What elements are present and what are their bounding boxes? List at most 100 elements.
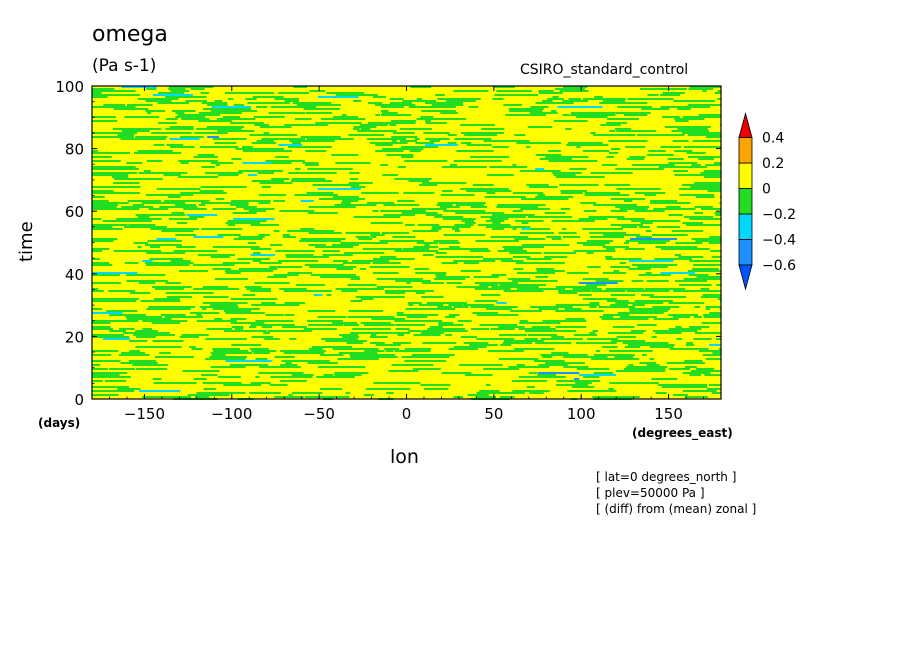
field-cell — [249, 326, 257, 328]
field-cell — [181, 334, 209, 336]
field-cell — [413, 246, 439, 248]
field-cell — [284, 314, 295, 316]
field-cell — [250, 254, 275, 256]
field-cell — [526, 184, 549, 186]
field-cell — [526, 386, 535, 388]
field-cell — [296, 284, 325, 286]
field-cell — [483, 368, 520, 370]
field-cell — [350, 186, 366, 188]
field-cell — [449, 164, 457, 166]
field-cell — [516, 288, 566, 290]
field-cell — [601, 318, 649, 320]
field-cell — [92, 94, 140, 96]
field-cell — [253, 352, 270, 354]
field-cell — [440, 112, 458, 114]
field-cell — [313, 294, 323, 296]
field-cell — [308, 206, 356, 208]
field-cell — [685, 344, 695, 346]
field-cell — [503, 290, 544, 292]
field-cell — [133, 334, 175, 336]
field-cell — [172, 110, 196, 112]
y-tick-label: 40 — [65, 266, 84, 284]
field-cell — [644, 194, 656, 196]
field-cell — [251, 142, 277, 144]
field-cell — [230, 298, 278, 300]
field-cell — [247, 174, 258, 176]
field-cell — [243, 208, 275, 210]
field-cell — [280, 364, 298, 366]
field-cell — [135, 346, 182, 348]
field-cell — [210, 352, 253, 354]
field-cell — [263, 132, 270, 134]
field-cell — [401, 356, 450, 358]
field-cell — [555, 176, 605, 178]
field-cell — [429, 140, 440, 142]
field-cell — [160, 314, 186, 316]
field-cell — [332, 322, 358, 324]
field-cell — [628, 364, 634, 366]
field-cell — [282, 236, 297, 238]
field-cell — [349, 178, 358, 180]
field-cell — [673, 290, 721, 292]
field-cell — [487, 350, 524, 352]
field-cell — [615, 112, 651, 114]
field-cell — [345, 232, 380, 234]
field-cell — [421, 296, 444, 298]
field-cell — [129, 340, 148, 342]
field-cell — [599, 102, 648, 104]
field-cell — [132, 364, 168, 366]
field-cell — [563, 236, 581, 238]
field-cell — [165, 96, 207, 98]
field-cell — [420, 116, 434, 118]
field-cell — [703, 170, 721, 172]
field-cell — [416, 242, 439, 244]
field-cell — [287, 230, 335, 232]
field-cell — [527, 334, 558, 336]
field-cell — [562, 100, 589, 102]
field-cell — [542, 100, 553, 102]
field-cell — [383, 204, 420, 206]
field-cell — [432, 226, 456, 228]
field-cell — [537, 194, 545, 196]
field-cell — [201, 166, 215, 168]
field-cell — [552, 96, 559, 98]
field-cell — [92, 264, 113, 266]
field-cell — [424, 244, 430, 246]
field-cell — [686, 224, 721, 226]
field-cell — [385, 350, 394, 352]
field-cell — [683, 278, 721, 280]
field-cell — [250, 248, 272, 250]
field-cell — [292, 142, 301, 144]
field-cell — [334, 372, 369, 374]
field-cell — [498, 326, 525, 328]
field-cell — [113, 250, 161, 252]
field-cell — [469, 344, 498, 346]
field-cell — [278, 92, 309, 94]
field-cell — [210, 162, 234, 164]
field-cell — [92, 328, 113, 330]
field-cell — [189, 346, 196, 348]
field-cell — [419, 184, 438, 186]
field-cell — [338, 352, 378, 354]
field-cell — [616, 336, 637, 338]
field-cell — [319, 198, 366, 200]
field-cell — [672, 316, 691, 318]
field-cell — [269, 266, 303, 268]
field-cell — [251, 350, 277, 352]
field-cell — [211, 106, 251, 108]
field-cell — [299, 240, 342, 242]
field-cell — [540, 354, 588, 356]
field-cell — [216, 118, 256, 120]
colorbar-box — [738, 137, 753, 164]
field-cell — [321, 338, 358, 340]
field-cell — [280, 350, 326, 352]
field-cell — [589, 332, 596, 334]
field-cell — [203, 296, 229, 298]
field-cell — [511, 380, 548, 382]
field-cell — [616, 370, 666, 372]
field-cell — [504, 340, 544, 342]
field-cell — [92, 120, 118, 122]
field-cell — [92, 174, 129, 176]
field-cell — [587, 338, 618, 340]
field-cell — [654, 258, 693, 260]
